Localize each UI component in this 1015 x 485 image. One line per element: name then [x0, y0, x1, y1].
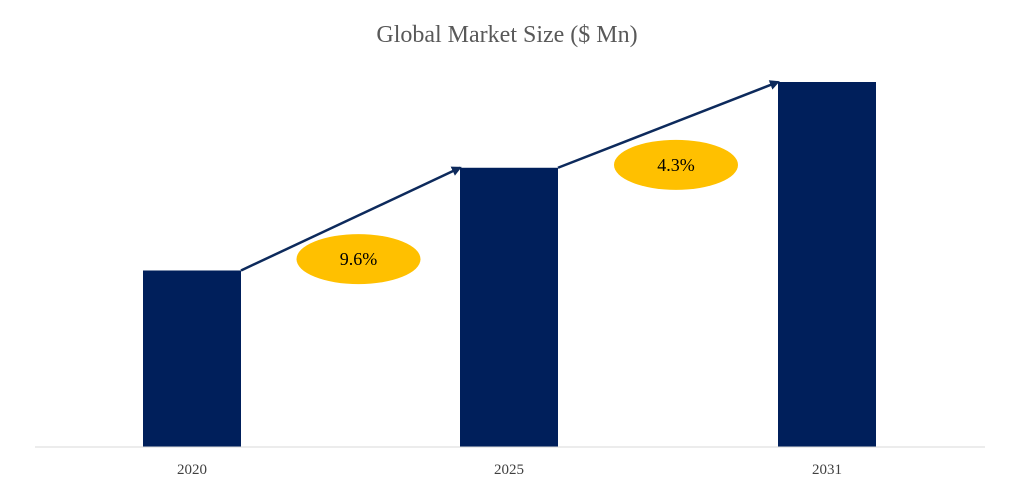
x-tick-label-2025: 2025 — [494, 462, 524, 478]
growth-arrows-layer: 9.6% 4.3% — [240, 80, 780, 285]
growth-badge-2025-2031 — [614, 139, 738, 190]
growth-rate-label-2025-2031: 4.3% — [657, 155, 695, 175]
bars-layer — [143, 82, 876, 448]
x-tick-label-2031: 2031 — [812, 462, 842, 478]
bar-2031 — [778, 82, 876, 447]
growth-badge-2020-2025 — [296, 234, 421, 285]
growth-arrow-2025-2031 — [557, 80, 780, 169]
growth-rate-label-2020-2025: 9.6% — [340, 249, 378, 269]
bar-2025 — [460, 167, 558, 448]
bar-2020 — [143, 270, 241, 447]
x-tick-label-2020: 2020 — [177, 462, 207, 478]
chart-title: Global Market Size ($ Mn) — [376, 22, 637, 48]
x-axis-ticks: 2020 2025 2031 — [177, 462, 842, 478]
growth-arrow-2020-2025 — [240, 166, 462, 272]
